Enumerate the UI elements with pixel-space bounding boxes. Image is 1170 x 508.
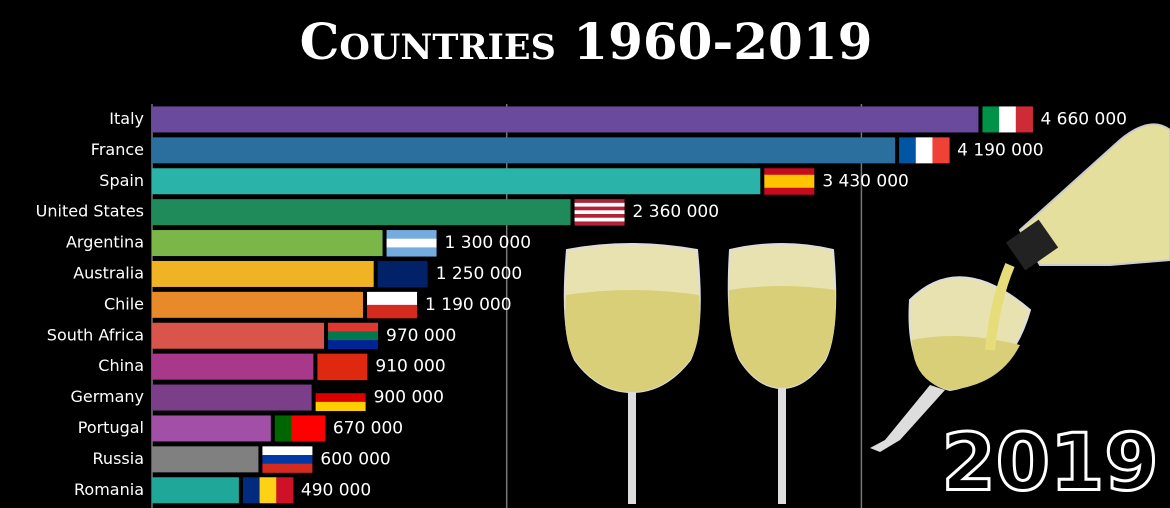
flag-stripe xyxy=(328,340,379,350)
value-label: 490 000 xyxy=(301,480,371,500)
bar xyxy=(152,415,271,442)
flag-stripe xyxy=(1015,106,1033,133)
value-label: 670 000 xyxy=(333,418,403,438)
flag-stripe xyxy=(367,304,418,319)
flag-stripe xyxy=(262,446,313,456)
y-tick-label: Australia xyxy=(73,263,144,282)
wine-glasses-illustration xyxy=(563,123,1170,504)
value-label: 1 300 000 xyxy=(445,233,532,253)
flag-stripe xyxy=(764,187,815,195)
bar xyxy=(152,260,374,287)
flag-stripe xyxy=(315,393,366,403)
flag-stripe xyxy=(274,415,292,442)
flag-stripe xyxy=(386,230,437,240)
flag-stripe xyxy=(386,247,437,257)
bar xyxy=(152,230,383,257)
flag-stripe xyxy=(999,106,1017,133)
flag-stripe xyxy=(574,214,625,219)
value-label: 970 000 xyxy=(386,326,456,346)
flag-stripe xyxy=(315,384,366,394)
flag-stripe xyxy=(764,181,815,189)
flag-stripe xyxy=(262,463,313,473)
bar xyxy=(152,106,979,133)
flag-stripe xyxy=(367,291,418,306)
flag-stripe xyxy=(291,415,309,442)
value-label: 1 190 000 xyxy=(425,295,512,315)
flag-stripe xyxy=(317,353,368,381)
y-tick-label: Chile xyxy=(104,294,144,313)
flag-stripe xyxy=(574,202,625,208)
flag-stripe xyxy=(574,217,625,222)
bar xyxy=(152,137,896,164)
bar xyxy=(152,384,312,411)
flag-stripe xyxy=(899,137,917,164)
value-label: 4 190 000 xyxy=(957,140,1044,160)
flag-stripe xyxy=(377,260,428,288)
value-label: 4 660 000 xyxy=(1040,109,1127,129)
y-tick-label: France xyxy=(91,140,144,159)
flag-stripe xyxy=(308,415,326,442)
bar xyxy=(152,477,239,504)
bar xyxy=(152,199,571,226)
y-tick-label: United States xyxy=(36,202,144,221)
flag-stripe xyxy=(262,455,313,465)
flag-stripe xyxy=(574,221,625,226)
bar xyxy=(152,446,259,473)
flag-stripe xyxy=(315,401,366,412)
flag-stripe xyxy=(259,477,277,504)
value-label: 600 000 xyxy=(320,449,390,469)
flag-stripe xyxy=(932,137,950,164)
flag-stripe xyxy=(242,477,261,504)
y-tick-label: Argentina xyxy=(66,233,144,252)
value-label: 3 430 000 xyxy=(822,171,909,191)
value-label: 1 250 000 xyxy=(436,264,523,284)
y-tick-label: Russia xyxy=(93,449,144,468)
y-tick-label: China xyxy=(98,356,144,375)
value-label: 2 360 000 xyxy=(633,202,720,222)
flag-stripe xyxy=(328,322,379,332)
flag-stripe xyxy=(764,174,815,182)
flag-stripe xyxy=(574,206,625,211)
value-label: 910 000 xyxy=(375,357,445,377)
chart-title: Countries 1960-2019 xyxy=(300,12,873,71)
flag-stripe xyxy=(328,331,379,341)
flag-stripe xyxy=(574,199,625,204)
flag-stripe xyxy=(915,137,933,164)
value-label: 900 000 xyxy=(374,388,444,408)
y-tick-label: Romania xyxy=(74,480,144,499)
flag-stripe xyxy=(982,106,1000,133)
bar xyxy=(152,291,364,318)
y-tick-label: Italy xyxy=(109,109,144,128)
y-tick-label: Portugal xyxy=(78,418,144,437)
flag-stripe xyxy=(764,168,815,176)
y-tick-label: South Africa xyxy=(47,325,144,344)
bar xyxy=(152,353,314,380)
bar xyxy=(152,168,761,195)
y-tick-label: Germany xyxy=(70,387,144,406)
year-label: 2019 xyxy=(941,418,1158,508)
flag-stripe xyxy=(276,477,294,504)
bar xyxy=(152,322,325,349)
flag-stripe xyxy=(386,238,437,248)
y-tick-label: Spain xyxy=(99,171,144,190)
flag-stripe xyxy=(574,210,625,215)
